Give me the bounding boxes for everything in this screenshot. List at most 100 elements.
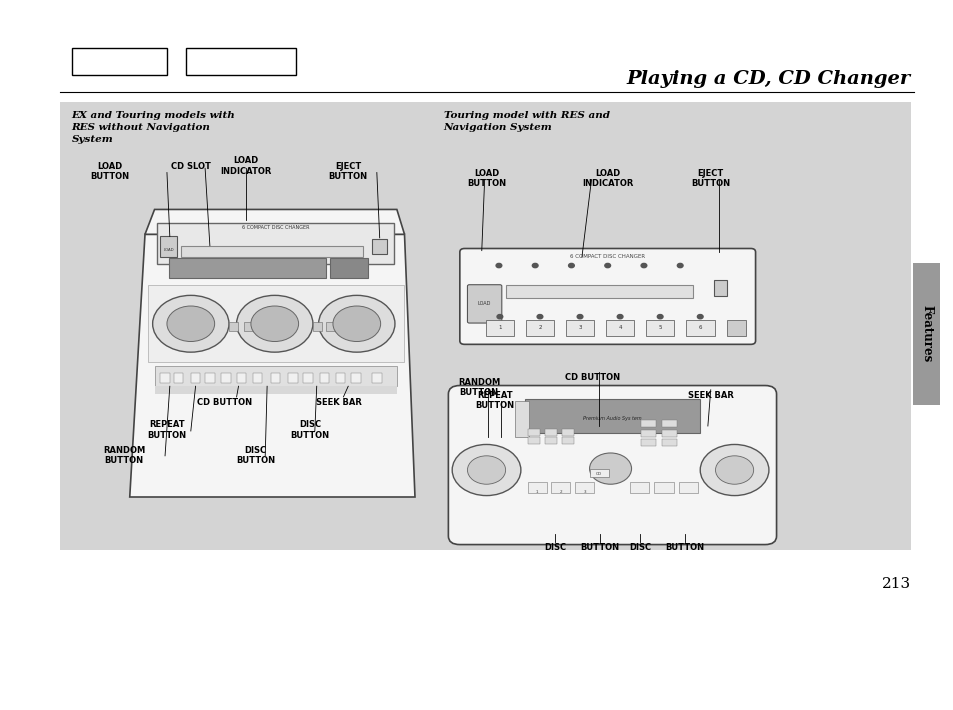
Circle shape xyxy=(577,315,582,319)
Polygon shape xyxy=(145,209,404,234)
Bar xyxy=(335,373,345,383)
Bar xyxy=(640,420,656,427)
Bar xyxy=(148,285,403,362)
Text: CD BUTTON: CD BUTTON xyxy=(564,373,619,382)
Bar xyxy=(205,373,214,383)
Circle shape xyxy=(452,444,520,496)
Text: LOAD
BUTTON: LOAD BUTTON xyxy=(466,169,506,188)
Circle shape xyxy=(568,263,574,268)
Text: LOAD
BUTTON: LOAD BUTTON xyxy=(90,162,130,181)
Text: BUTTON: BUTTON xyxy=(579,543,619,552)
Text: RANDOM
BUTTON: RANDOM BUTTON xyxy=(103,446,145,465)
FancyBboxPatch shape xyxy=(467,285,501,323)
Text: LOAD: LOAD xyxy=(163,248,174,251)
Bar xyxy=(160,373,170,383)
Circle shape xyxy=(236,295,313,352)
Text: 1: 1 xyxy=(536,490,537,493)
Text: Touring model with RES and
Navigation System: Touring model with RES and Navigation Sy… xyxy=(443,111,609,132)
Bar xyxy=(157,223,394,264)
Circle shape xyxy=(657,315,662,319)
Bar xyxy=(685,320,714,336)
Text: EJECT
BUTTON: EJECT BUTTON xyxy=(690,169,730,188)
Bar xyxy=(319,373,329,383)
Circle shape xyxy=(467,456,505,484)
Text: DISC: DISC xyxy=(543,543,566,552)
Circle shape xyxy=(497,315,502,319)
Bar xyxy=(236,373,246,383)
Bar xyxy=(160,236,177,257)
Text: DISC: DISC xyxy=(628,543,651,552)
Bar xyxy=(605,320,634,336)
Circle shape xyxy=(697,315,702,319)
Text: 6 COMPACT DΙSC CHANGER: 6 COMPACT DΙSC CHANGER xyxy=(570,254,644,259)
Circle shape xyxy=(152,295,229,352)
Text: CD BUTTON: CD BUTTON xyxy=(196,398,252,407)
Circle shape xyxy=(640,263,646,268)
Text: Features: Features xyxy=(920,305,933,362)
Text: 3: 3 xyxy=(583,490,585,493)
Bar xyxy=(485,320,514,336)
Text: BUTTON: BUTTON xyxy=(664,543,704,552)
Text: CD: CD xyxy=(596,471,601,476)
Bar xyxy=(561,437,574,444)
Bar xyxy=(71,48,167,75)
Bar xyxy=(551,482,570,493)
Bar xyxy=(505,285,692,298)
Bar xyxy=(173,373,183,383)
Bar xyxy=(661,439,677,446)
Bar xyxy=(303,373,313,383)
Text: LOAD
INDICATOR: LOAD INDICATOR xyxy=(220,156,272,175)
Bar xyxy=(645,320,674,336)
Bar xyxy=(561,429,574,436)
Text: DISC
BUTTON: DISC BUTTON xyxy=(235,446,275,465)
Bar xyxy=(629,482,648,493)
Text: 6: 6 xyxy=(698,324,701,329)
Circle shape xyxy=(677,263,682,268)
Bar xyxy=(244,322,253,331)
Bar xyxy=(154,386,396,394)
Circle shape xyxy=(496,263,501,268)
Bar xyxy=(313,322,322,331)
Bar xyxy=(679,482,698,493)
Bar xyxy=(288,373,297,383)
Bar xyxy=(527,429,539,436)
Bar xyxy=(640,439,656,446)
FancyBboxPatch shape xyxy=(448,386,776,545)
Bar xyxy=(330,258,368,278)
Text: RANDOM
BUTTON: RANDOM BUTTON xyxy=(457,378,499,397)
Circle shape xyxy=(251,306,298,342)
Bar xyxy=(726,320,745,336)
Bar xyxy=(154,366,396,386)
Circle shape xyxy=(700,444,768,496)
Bar xyxy=(191,373,200,383)
Text: REPEAT
BUTTON: REPEAT BUTTON xyxy=(475,391,515,410)
Circle shape xyxy=(604,263,610,268)
Circle shape xyxy=(333,306,380,342)
Text: LOAD: LOAD xyxy=(477,300,491,306)
Text: DISC
BUTTON: DISC BUTTON xyxy=(290,420,330,439)
Bar xyxy=(372,239,387,254)
Bar xyxy=(527,482,546,493)
Text: LOAD
INDICATOR: LOAD INDICATOR xyxy=(581,169,633,188)
Text: REPEAT
BUTTON: REPEAT BUTTON xyxy=(147,420,187,439)
Circle shape xyxy=(532,263,537,268)
Circle shape xyxy=(715,456,753,484)
Circle shape xyxy=(617,315,622,319)
Text: 1: 1 xyxy=(497,324,501,329)
Text: Premium Audio Sys tem: Premium Audio Sys tem xyxy=(582,416,641,422)
Text: 5: 5 xyxy=(658,324,661,329)
Bar xyxy=(515,401,528,437)
Bar xyxy=(372,373,381,383)
Bar xyxy=(186,48,295,75)
Text: 213: 213 xyxy=(881,577,910,591)
Circle shape xyxy=(537,315,542,319)
Text: 6 COMPACT DISC CHANGER: 6 COMPACT DISC CHANGER xyxy=(242,224,309,229)
Bar xyxy=(544,429,557,436)
Text: 4: 4 xyxy=(618,324,621,329)
FancyBboxPatch shape xyxy=(459,248,755,344)
Bar xyxy=(544,437,557,444)
Text: CD SLOT: CD SLOT xyxy=(171,162,211,171)
Bar xyxy=(525,320,554,336)
Bar xyxy=(351,373,360,383)
Text: SEEK BAR: SEEK BAR xyxy=(687,391,733,400)
